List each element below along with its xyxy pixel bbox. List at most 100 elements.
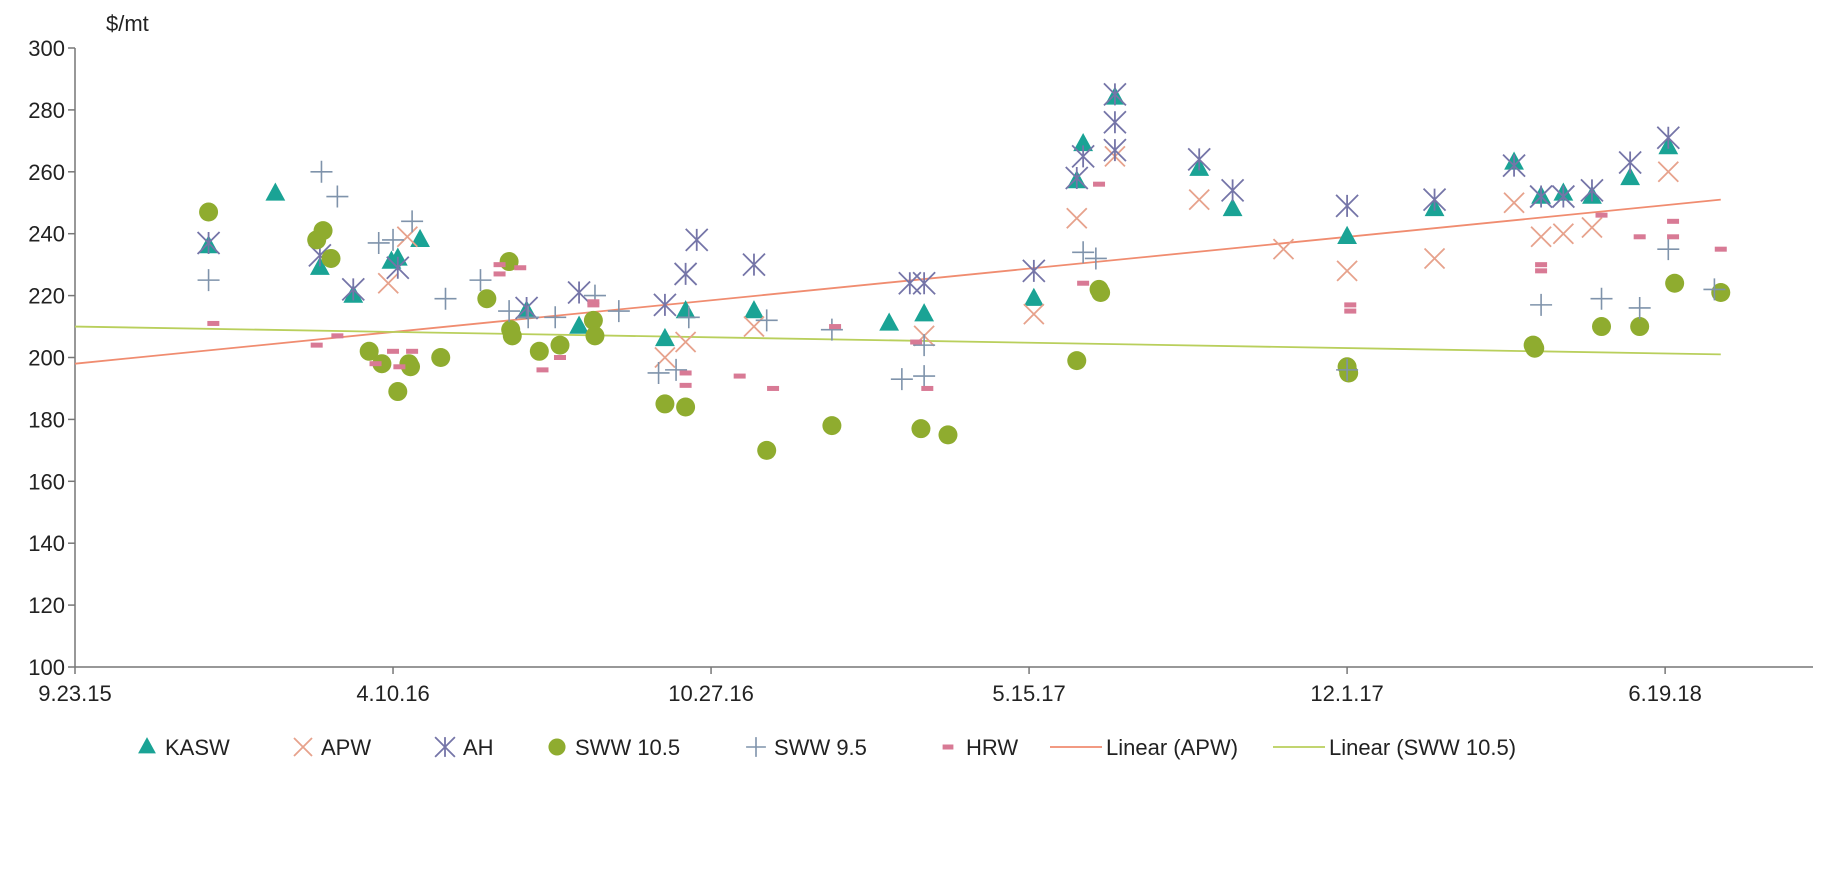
x-tick-label: 9.23.15: [38, 681, 111, 706]
point-sww-9-5: [367, 231, 390, 254]
point-kasw: [914, 303, 935, 322]
point-apw: [377, 272, 399, 294]
point-sww-10-5: [359, 341, 379, 361]
y-tick-label: 120: [28, 593, 65, 618]
point-sww-10-5: [372, 354, 392, 374]
point-hrw: [1535, 262, 1548, 268]
point-sww-9-5: [913, 365, 936, 388]
point-sww-9-5: [1530, 293, 1553, 316]
point-ah: [1103, 110, 1127, 134]
point-ah: [196, 231, 221, 255]
point-sww-10-5: [529, 341, 549, 361]
y-tick-label: 100: [28, 655, 65, 680]
point-sww-10-5: [757, 440, 777, 460]
point-kasw: [265, 182, 286, 201]
point-kasw: [1337, 225, 1357, 244]
point-ah: [912, 271, 936, 295]
point-sww-9-5: [820, 318, 843, 341]
point-hrw: [679, 382, 692, 388]
legend-label: SWW 10.5: [575, 735, 680, 760]
legend-swatch: [548, 738, 566, 756]
point-sww-10-5: [1091, 283, 1111, 303]
point-sww-9-5: [677, 306, 700, 329]
point-hrw: [536, 367, 549, 373]
point-sww-10-5: [676, 397, 696, 417]
point-ah: [1103, 82, 1127, 107]
point-hrw: [733, 373, 746, 379]
point-sww-10-5: [388, 382, 408, 402]
x-tick-label: 10.27.16: [668, 681, 754, 706]
point-hrw: [587, 299, 600, 305]
legend-swatch: [434, 736, 456, 758]
point-apw: [1423, 247, 1446, 270]
point-ah: [1220, 178, 1245, 203]
point-sww-10-5: [911, 419, 931, 439]
point-ah: [1618, 150, 1642, 175]
point-apw: [1530, 226, 1552, 248]
point-sww-10-5: [431, 348, 451, 367]
point-ah: [1065, 166, 1089, 190]
trendline: [74, 325, 1721, 356]
legend-swatch: [746, 737, 766, 757]
point-hrw: [767, 385, 780, 391]
point-apw: [1503, 192, 1525, 214]
x-tick-label: 4.10.16: [356, 681, 429, 706]
point-hrw: [553, 355, 566, 360]
y-tick-label: 180: [28, 407, 65, 432]
legend: KASW APW AH SWW 10.5 SWW 9.5 HRW Linear (APW) L…: [138, 735, 1516, 760]
point-kasw: [675, 300, 696, 319]
legend-label: KASW: [165, 735, 230, 760]
point-apw: [396, 226, 418, 248]
point-sww-10-5: [1665, 273, 1685, 293]
point-ah: [567, 280, 591, 305]
point-sww-9-5: [544, 306, 567, 329]
y-axis-ticks: 100 120 140 160 180 200 220 240 260 280 300: [28, 36, 75, 680]
point-sww-9-5: [310, 160, 333, 183]
point-apw: [674, 331, 697, 353]
point-hrw: [829, 324, 842, 330]
point-hrw: [1667, 218, 1680, 224]
point-hrw: [910, 339, 923, 345]
point-hrw: [1344, 302, 1357, 308]
point-hrw: [1077, 280, 1090, 286]
point-apw: [1272, 238, 1295, 260]
point-hrw: [331, 333, 344, 339]
point-sww-9-5: [1628, 296, 1651, 319]
point-kasw: [1023, 287, 1044, 306]
point-hrw: [1667, 234, 1680, 240]
point-ah: [685, 228, 709, 252]
point-hrw: [310, 342, 323, 348]
y-tick-label: 260: [28, 160, 65, 185]
point-hrw: [1344, 308, 1357, 314]
legend-swatch: [293, 737, 313, 757]
y-tick-label: 140: [28, 531, 65, 556]
point-hrw: [587, 302, 600, 308]
data-markers: [196, 82, 1731, 460]
point-sww-10-5: [938, 425, 958, 445]
point-kasw: [410, 228, 430, 248]
point-ah: [1022, 259, 1046, 283]
point-sww-9-5: [1084, 247, 1107, 270]
point-hrw: [1535, 268, 1548, 274]
trendline: [74, 198, 1721, 365]
point-kasw: [1620, 166, 1641, 186]
point-hrw: [493, 262, 506, 268]
point-kasw: [655, 327, 675, 347]
point-ah: [514, 296, 539, 320]
point-sww-10-5: [583, 310, 603, 330]
point-kasw: [387, 247, 408, 266]
point-ah: [341, 277, 365, 302]
point-sww-9-5: [1657, 238, 1680, 261]
point-ah: [1502, 153, 1526, 178]
point-hrw: [921, 385, 934, 391]
point-sww-10-5: [321, 248, 341, 268]
point-ah: [1422, 188, 1447, 212]
point-sww-10-5: [477, 289, 497, 309]
point-sww-10-5: [1630, 317, 1650, 337]
y-tick-label: 200: [28, 346, 65, 371]
point-sww-9-5: [326, 185, 349, 208]
legend-label: APW: [321, 735, 371, 760]
point-ah: [1335, 194, 1359, 218]
point-kasw: [744, 300, 764, 319]
